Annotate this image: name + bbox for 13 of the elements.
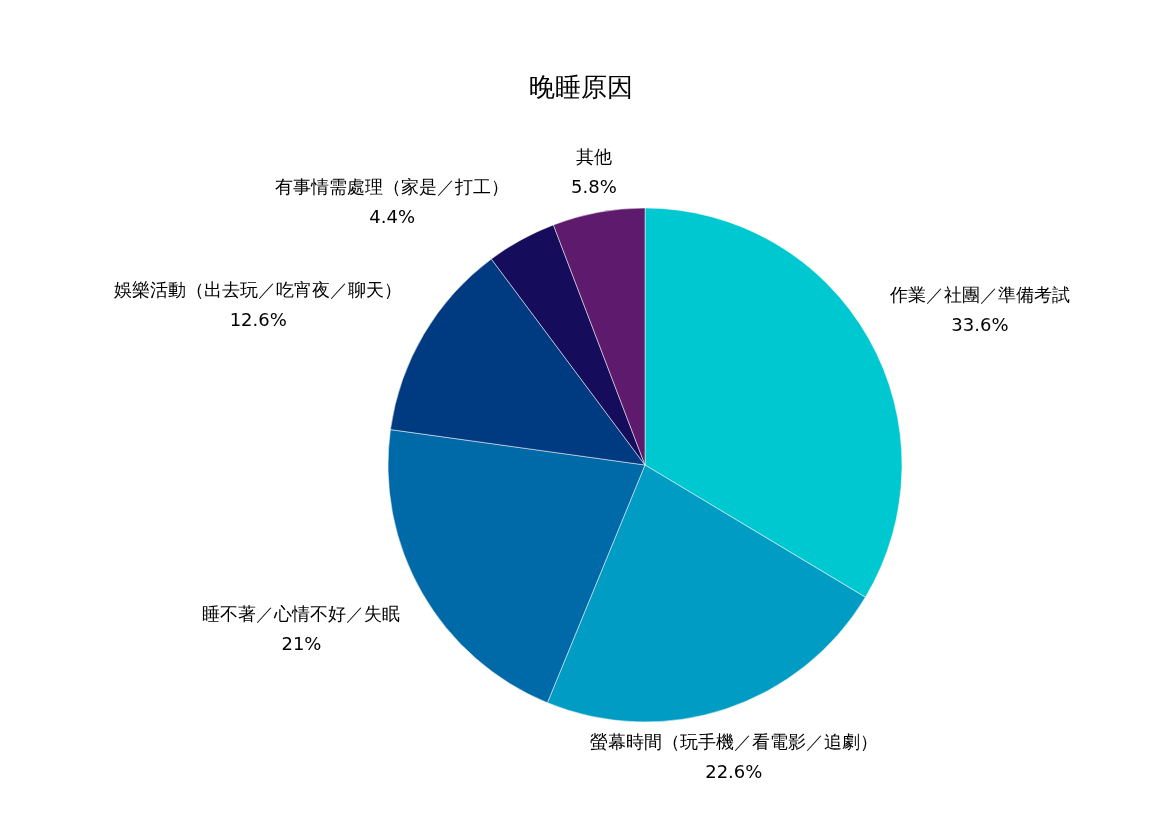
data-label: 21% — [281, 633, 322, 655]
slice-label: 螢幕時間（玩手機／看電影／追劇） — [589, 730, 878, 752]
slice-label: 作業／社團／準備考試 — [889, 284, 1071, 306]
slice-label: 睡不著／心情不好／失眠 — [202, 603, 401, 625]
slice-label: 有事情需處理（家是／打工） — [275, 175, 510, 197]
data-label: 12.6% — [229, 309, 287, 331]
data-label: 22.6% — [705, 760, 763, 782]
data-label: 33.6% — [951, 314, 1009, 336]
data-label: 4.4% — [369, 205, 416, 227]
slice-label: 其他 — [575, 145, 612, 167]
slice-label: 娛樂活動（出去玩／吃宵夜／聊天） — [114, 279, 403, 301]
data-label: 5.8% — [571, 175, 617, 197]
chart-title: 晚睡原因 — [529, 72, 633, 102]
